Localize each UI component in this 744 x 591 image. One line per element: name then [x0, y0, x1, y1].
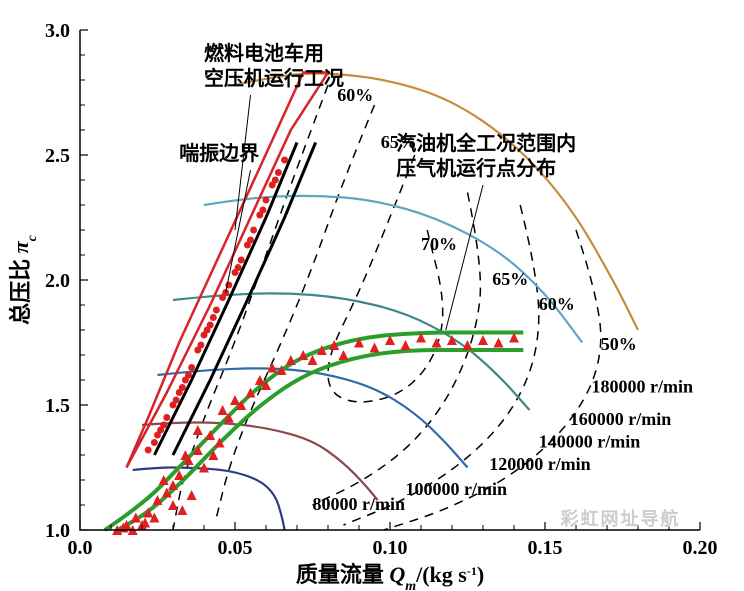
- y-tick-label: 2.0: [45, 270, 70, 292]
- speed-label-160000: 160000 r/min: [570, 409, 672, 429]
- data-dot: [210, 314, 217, 321]
- callout-gasoline-2: 压气机运行点分布: [396, 156, 556, 180]
- data-dot: [259, 207, 266, 214]
- data-dot: [250, 227, 257, 234]
- x-tick-label: 0.10: [373, 537, 408, 559]
- x-axis-title: 质量流量 Qm/(kg s-1): [296, 562, 484, 591]
- x-tick-label: 0.05: [218, 537, 253, 559]
- data-dot: [173, 397, 180, 404]
- data-dot: [163, 414, 170, 421]
- data-dot: [204, 327, 211, 334]
- x-tick-label: 0.15: [528, 537, 563, 559]
- chart-area: 0.0 0.05 0.10 0.15 0.20 1.0 1.5 2.0 2.5 3.0 质量流量 Q…: [0, 0, 744, 591]
- data-dot: [275, 169, 282, 176]
- data-dot: [157, 427, 164, 434]
- eff-label-50: 50%: [601, 334, 637, 354]
- y-tick-label: 1.5: [45, 395, 70, 417]
- speed-label-140000: 140000 r/min: [539, 432, 641, 452]
- y-tick-label: 3.0: [45, 20, 70, 42]
- callout-gasoline-1: 汽油机全工况范围内: [396, 131, 576, 155]
- data-dot: [235, 264, 242, 271]
- callout-fuelcell-2: 空压机运行工况: [204, 66, 344, 90]
- data-dot: [281, 157, 288, 164]
- data-dot: [213, 307, 220, 314]
- x-tick-label: 0.20: [683, 537, 718, 559]
- callout-fuelcell-1: 燃料电池车用: [204, 41, 324, 65]
- eff-label-70: 70%: [421, 234, 457, 254]
- speed-label-80000: 80000 r/min: [313, 494, 406, 514]
- data-dot: [247, 237, 254, 244]
- data-dot: [197, 342, 204, 349]
- x-tick-label: 0.0: [68, 537, 93, 559]
- data-dot: [179, 384, 186, 391]
- y-tick-label: 2.5: [45, 145, 70, 167]
- watermark: 彩虹网址导航: [560, 508, 681, 529]
- data-dot: [185, 372, 192, 379]
- data-dot: [145, 447, 152, 454]
- data-dot: [238, 257, 245, 264]
- data-dot: [151, 439, 158, 446]
- data-dot: [188, 364, 195, 371]
- eff-label-60r: 60%: [539, 294, 575, 314]
- speed-label-100000: 100000 r/min: [406, 479, 508, 499]
- eff-label-65r: 65%: [492, 269, 528, 289]
- callout-surge: 喘振边界: [179, 142, 259, 165]
- data-dot: [263, 197, 270, 204]
- speed-label-120000: 120000 r/min: [489, 454, 591, 474]
- data-dot: [272, 177, 279, 184]
- y-tick-label: 1.0: [45, 520, 70, 542]
- speed-label-180000: 180000 r/min: [592, 377, 694, 397]
